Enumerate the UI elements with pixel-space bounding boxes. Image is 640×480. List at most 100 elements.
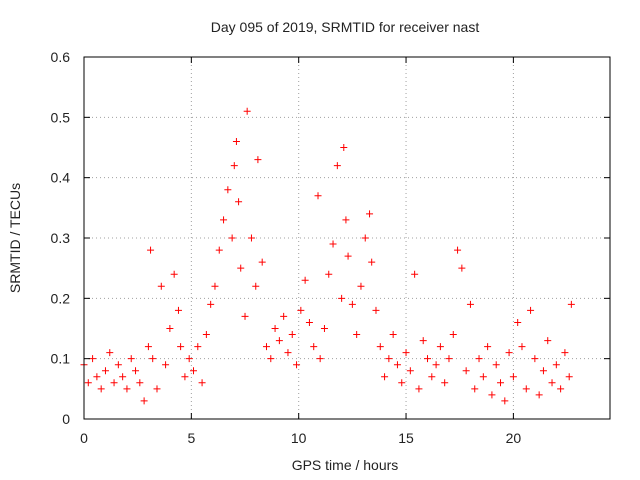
- data-point: [366, 210, 374, 218]
- data-point: [301, 276, 309, 284]
- data-point: [258, 258, 266, 266]
- data-point: [535, 391, 543, 399]
- x-tick-label: 15: [398, 430, 414, 446]
- data-point: [419, 337, 427, 345]
- data-point: [518, 343, 526, 351]
- data-point: [89, 355, 97, 363]
- data-point: [372, 306, 380, 314]
- data-point: [393, 361, 401, 369]
- data-point: [441, 379, 449, 387]
- data-point: [462, 367, 470, 375]
- data-point: [344, 252, 352, 260]
- data-point: [415, 385, 423, 393]
- data-point: [454, 246, 462, 254]
- data-point: [162, 361, 170, 369]
- data-point: [110, 379, 118, 387]
- data-point: [185, 355, 193, 363]
- data-point: [333, 162, 341, 170]
- x-axis-label: GPS time / hours: [292, 457, 399, 473]
- data-point: [329, 240, 337, 248]
- data-point: [389, 331, 397, 339]
- data-point: [215, 246, 223, 254]
- data-point: [492, 361, 500, 369]
- y-axis-label: SRMTID / TECUs: [7, 183, 23, 293]
- data-point: [325, 270, 333, 278]
- data-point: [428, 373, 436, 381]
- data-point: [252, 282, 260, 290]
- data-point: [181, 373, 189, 381]
- data-point: [509, 373, 517, 381]
- data-point: [548, 379, 556, 387]
- data-point: [153, 385, 161, 393]
- data-point: [149, 355, 157, 363]
- data-point: [144, 343, 152, 351]
- data-point: [305, 318, 313, 326]
- data-point: [119, 373, 127, 381]
- data-point: [267, 355, 275, 363]
- data-point: [237, 264, 245, 272]
- data-point: [288, 331, 296, 339]
- data-point: [353, 331, 361, 339]
- data-point: [271, 325, 279, 332]
- data-point: [402, 349, 410, 357]
- data-point: [198, 379, 206, 387]
- x-tick-label: 0: [80, 430, 88, 446]
- y-tick-label: 0.5: [51, 109, 71, 125]
- data-point: [432, 361, 440, 369]
- data-point: [228, 234, 236, 242]
- data-point: [177, 343, 185, 351]
- data-point: [220, 216, 228, 224]
- data-point: [320, 325, 328, 332]
- data-point: [293, 361, 301, 369]
- data-point: [458, 264, 466, 272]
- data-point: [93, 373, 101, 381]
- data-point: [376, 343, 384, 351]
- data-point: [147, 246, 155, 254]
- data-points: [80, 107, 575, 405]
- grid-lines: [84, 57, 610, 419]
- data-point: [316, 355, 324, 363]
- data-point: [202, 331, 210, 339]
- data-point: [241, 312, 249, 320]
- data-point: [357, 282, 365, 290]
- data-point: [567, 300, 575, 308]
- data-point: [514, 318, 522, 326]
- data-point: [232, 137, 240, 145]
- data-point: [280, 312, 288, 320]
- data-point: [531, 355, 539, 363]
- data-point: [385, 355, 393, 363]
- data-point: [484, 343, 492, 351]
- data-point: [348, 300, 356, 308]
- data-point: [157, 282, 165, 290]
- data-point: [552, 361, 560, 369]
- data-point: [101, 367, 109, 375]
- x-tick-label: 20: [506, 430, 522, 446]
- data-point: [211, 282, 219, 290]
- data-point: [123, 385, 131, 393]
- data-point: [230, 162, 238, 170]
- data-point: [114, 361, 122, 369]
- data-point: [194, 343, 202, 351]
- data-point: [310, 343, 318, 351]
- data-point: [479, 373, 487, 381]
- data-point: [398, 379, 406, 387]
- data-point: [445, 355, 453, 363]
- data-point: [224, 186, 232, 194]
- data-point: [539, 367, 547, 375]
- data-point: [174, 306, 182, 314]
- data-point: [235, 198, 243, 206]
- data-point: [247, 234, 255, 242]
- data-point: [340, 144, 348, 151]
- data-point: [314, 192, 322, 200]
- data-point: [561, 349, 569, 357]
- data-point: [544, 337, 552, 345]
- y-tick-label: 0.4: [51, 170, 71, 186]
- data-point: [411, 270, 419, 278]
- data-point: [84, 379, 92, 387]
- data-point: [262, 343, 270, 351]
- data-point: [449, 331, 457, 339]
- y-tick-label: 0.3: [51, 230, 71, 246]
- y-tick-label: 0.1: [51, 351, 71, 367]
- data-point: [527, 306, 535, 314]
